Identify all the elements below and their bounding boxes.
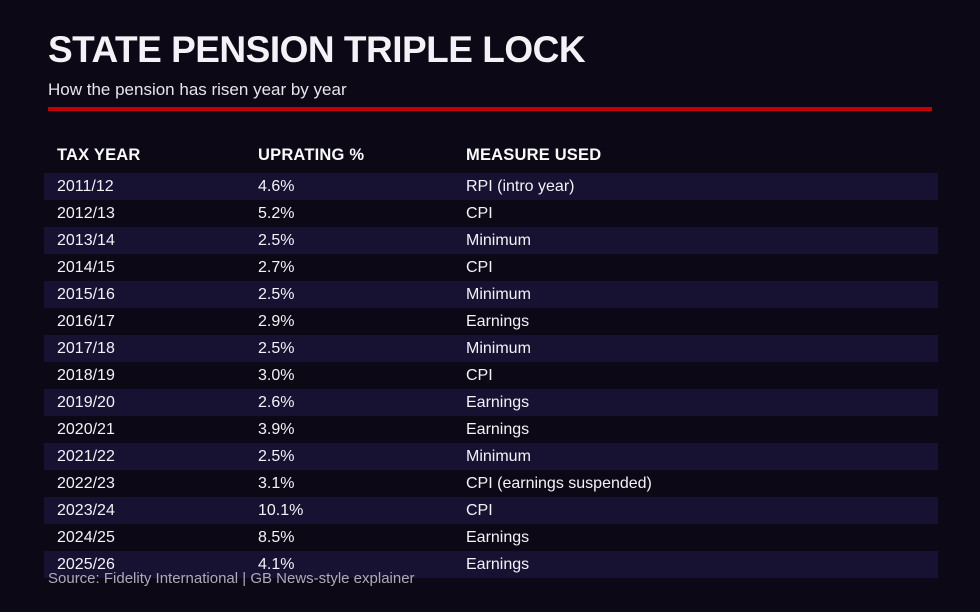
table-row: 2014/15 2.7% CPI	[44, 254, 938, 281]
cell-measure: Earnings	[466, 393, 530, 411]
cell-tax-year: 2021/22	[57, 447, 115, 465]
cell-measure: Earnings	[466, 528, 530, 546]
cell-uprating: 2.7%	[258, 258, 295, 276]
table-row: 2013/14 2.5% Minimum	[44, 227, 938, 254]
cell-measure: RPI (intro year)	[466, 177, 575, 195]
page-title: STATE PENSION TRIPLE LOCK	[48, 29, 586, 70]
cell-uprating: 2.5%	[258, 231, 295, 249]
page-subtitle: How the pension has risen year by year	[48, 80, 347, 99]
table-row: 2011/12 4.6% RPI (intro year)	[44, 173, 938, 200]
table-row: 2020/21 3.9% Earnings	[44, 416, 938, 443]
cell-tax-year: 2012/13	[57, 204, 115, 222]
cell-measure: Minimum	[466, 339, 531, 357]
table-row: 2015/16 2.5% Minimum	[44, 281, 938, 308]
col-header-measure: MEASURE USED	[466, 146, 602, 164]
cell-tax-year: 2024/25	[57, 528, 115, 546]
cell-uprating: 2.6%	[258, 393, 295, 411]
cell-tax-year: 2018/19	[57, 366, 115, 384]
cell-uprating: 2.5%	[258, 339, 295, 357]
table-row: 2016/17 2.9% Earnings	[44, 308, 938, 335]
cell-uprating: 4.6%	[258, 177, 295, 195]
table-row: 2024/25 8.5% Earnings	[44, 524, 938, 551]
cell-tax-year: 2011/12	[57, 177, 114, 195]
cell-measure: CPI	[466, 258, 493, 276]
cell-tax-year: 2016/17	[57, 312, 115, 330]
cell-tax-year: 2013/14	[57, 231, 115, 249]
cell-measure: Minimum	[466, 447, 531, 465]
col-header-uprating: UPRATING %	[258, 146, 365, 164]
table-body: 2011/12 4.6% RPI (intro year) 2012/13 5.2% CP…	[44, 173, 938, 578]
cell-measure: CPI (earnings suspended)	[466, 474, 652, 492]
pension-table: TAX YEAR UPRATING % MEASURE USED 2011/12…	[44, 138, 938, 578]
cell-measure: CPI	[466, 204, 493, 222]
table-row: 2021/22 2.5% Minimum	[44, 443, 938, 470]
table-row: 2025/26 4.1% Earnings	[44, 551, 938, 578]
cell-tax-year: 2019/20	[57, 393, 115, 411]
cell-uprating: 3.9%	[258, 420, 295, 438]
col-header-tax-year: TAX YEAR	[57, 146, 141, 164]
cell-tax-year: 2025/26	[57, 555, 115, 573]
cell-uprating: 3.0%	[258, 366, 295, 384]
cell-uprating: 3.1%	[258, 474, 295, 492]
cell-tax-year: 2022/23	[57, 474, 115, 492]
cell-measure: Earnings	[466, 312, 530, 330]
cell-measure: CPI	[466, 501, 493, 519]
cell-tax-year: 2020/21	[57, 420, 115, 438]
cell-measure: CPI	[466, 366, 493, 384]
cell-uprating: 4.1%	[258, 555, 295, 573]
table-row: 2022/23 3.1% CPI (earnings suspended)	[44, 470, 938, 497]
cell-tax-year: 2014/15	[57, 258, 115, 276]
cell-uprating: 2.5%	[258, 285, 295, 303]
table-row: 2023/24 10.1% CPI	[44, 497, 938, 524]
cell-uprating: 2.5%	[258, 447, 295, 465]
cell-uprating: 8.5%	[258, 528, 295, 546]
cell-measure: Minimum	[466, 231, 531, 249]
table-row: 2017/18 2.5% Minimum	[44, 335, 938, 362]
table-row: 2019/20 2.6% Earnings	[44, 389, 938, 416]
cell-measure: Minimum	[466, 285, 531, 303]
accent-divider	[48, 107, 932, 111]
cell-tax-year: 2017/18	[57, 339, 115, 357]
table-header-row: TAX YEAR UPRATING % MEASURE USED	[44, 138, 938, 173]
cell-measure: Earnings	[466, 420, 530, 438]
table-row: 2012/13 5.2% CPI	[44, 200, 938, 227]
cell-tax-year: 2023/24	[57, 501, 115, 519]
table-row: 2018/19 3.0% CPI	[44, 362, 938, 389]
cell-uprating: 2.9%	[258, 312, 295, 330]
cell-measure: Earnings	[466, 555, 530, 573]
cell-uprating: 10.1%	[258, 501, 304, 519]
cell-tax-year: 2015/16	[57, 285, 115, 303]
cell-uprating: 5.2%	[258, 204, 295, 222]
source-caption: Source: Fidelity International | GB News…	[48, 570, 415, 587]
